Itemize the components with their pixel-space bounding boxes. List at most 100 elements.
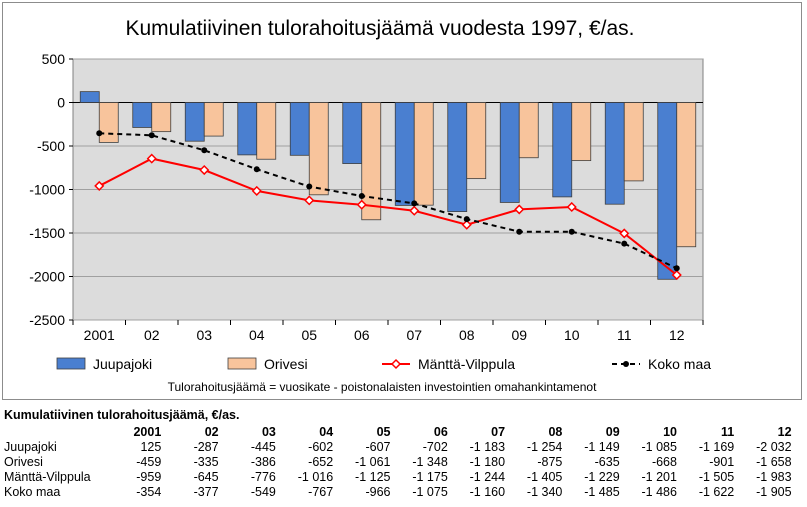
- table-cell: -354: [136, 485, 162, 499]
- table-cell: -959: [136, 470, 162, 484]
- bar-orivesi: [413, 102, 434, 206]
- table-header-cell: 03: [261, 425, 276, 439]
- bar-juupajoki: [657, 102, 678, 280]
- point-diamond: [146, 153, 157, 164]
- x-tick-label: 2001: [84, 327, 115, 343]
- bar-orivesi: [256, 102, 277, 160]
- table-row: Juupajoki 125 -287 -445 -602 -607 -702 -1 183 -1…: [4, 440, 792, 455]
- x-tick-label: 08: [459, 327, 475, 343]
- table-cell: -1 229: [584, 470, 620, 484]
- table-cell: -776: [250, 470, 276, 484]
- table-cell: -1 622: [698, 485, 735, 499]
- y-tick-label: -1500: [29, 225, 65, 241]
- y-tick-label: 0: [57, 95, 65, 111]
- table-row-label: Mänttä-Vilppula: [4, 470, 91, 484]
- table-row-label: Juupajoki: [4, 440, 57, 454]
- x-tick-label: 12: [669, 327, 685, 343]
- x-tick-label: 09: [511, 327, 527, 343]
- legend-marker: [623, 361, 629, 367]
- bar-orivesi: [518, 102, 539, 159]
- table-row-label: Orivesi: [4, 455, 43, 469]
- table-cell: -549: [250, 485, 276, 499]
- point-circle: [358, 193, 365, 200]
- table-cell: -1 175: [412, 470, 448, 484]
- legend-label: Juupajoki: [93, 356, 152, 372]
- table-cell: -459: [136, 455, 162, 469]
- table-cell: -1 340: [526, 485, 563, 499]
- table-cell: -1 658: [756, 455, 792, 469]
- table-cell: -1 160: [469, 485, 506, 499]
- table-title: Kumulatiivinen tulorahoitusjäämä, €/as.: [4, 408, 240, 422]
- table-cell: -602: [308, 440, 334, 454]
- table-header-cell: 06: [433, 425, 448, 439]
- bar-orivesi: [466, 102, 487, 180]
- table-row: Koko maa -354 -377 -549 -767 -966 -1 075 -1 160…: [4, 485, 792, 500]
- x-tick-label: 06: [354, 327, 370, 343]
- table-cell: -1 485: [584, 485, 620, 499]
- x-tick-label: 11: [617, 327, 632, 343]
- table-header-cell: 02: [204, 425, 219, 439]
- legend-marker: [390, 358, 402, 370]
- legend-label: Koko maa: [648, 356, 711, 372]
- legend-label: Orivesi: [264, 356, 308, 372]
- table-cell: -386: [250, 455, 276, 469]
- table-cell: -1 125: [355, 470, 391, 484]
- table-cell: -377: [193, 485, 219, 499]
- table-cell: -1 254: [526, 440, 563, 454]
- point-diamond: [356, 199, 367, 210]
- bar-orivesi: [361, 102, 382, 221]
- table-cell: -1 149: [584, 440, 620, 454]
- point-diamond: [94, 180, 105, 191]
- table-header-cell: 07: [491, 425, 506, 439]
- table-cell: -335: [193, 455, 219, 469]
- point-diamond: [566, 201, 577, 213]
- plot-area: 500 0 -500 -1000 -1500 -2000 -2500 2001 02 03 04 05…: [29, 51, 711, 372]
- point-diamond: [514, 204, 525, 215]
- table-cell: -1 505: [698, 470, 735, 484]
- bar-orivesi: [623, 102, 644, 182]
- bar-orivesi: [151, 102, 172, 133]
- table-cell: -645: [193, 470, 219, 484]
- bar-juupajoki: [289, 102, 310, 156]
- point-diamond: [461, 219, 472, 230]
- table-cell: 125: [140, 440, 162, 454]
- y-tick-label: -500: [37, 138, 65, 154]
- table-cell: -1 085: [641, 440, 677, 454]
- legend-swatch: [227, 357, 257, 370]
- y-tick-label: -1000: [29, 182, 65, 198]
- point-diamond: [251, 185, 262, 196]
- bar-juupajoki: [604, 102, 625, 205]
- table-header-row: 2001 02 03 04 05 06 07 08 09 10 11 12: [4, 425, 792, 440]
- table-cell: -607: [365, 440, 391, 454]
- x-tick-label: 03: [196, 327, 212, 343]
- chart-footnote: Tulorahoitusjäämä = vuosikate - poistona…: [168, 380, 597, 394]
- table-cell: -1 486: [641, 485, 677, 499]
- table-header-cell: 05: [376, 425, 391, 439]
- point-circle: [201, 147, 208, 154]
- table-cell: -635: [594, 455, 620, 469]
- table-header-cell: 12: [777, 425, 792, 439]
- legend-swatch: [56, 357, 86, 370]
- x-tick-label: 07: [406, 327, 422, 343]
- table-cell: -702: [422, 440, 448, 454]
- point-circle: [463, 216, 470, 223]
- point-circle: [148, 132, 155, 139]
- bar-juupajoki: [184, 102, 205, 142]
- point-circle: [253, 166, 260, 173]
- bar-juupajoki: [342, 102, 363, 164]
- bar-juupajoki: [447, 102, 468, 212]
- table-cell: -1 201: [641, 470, 677, 484]
- table-cell: -287: [193, 440, 219, 454]
- bar-juupajoki: [132, 102, 153, 128]
- point-diamond: [409, 205, 420, 216]
- bar-orivesi: [203, 102, 224, 137]
- table-cell: -652: [308, 455, 334, 469]
- bar-orivesi: [571, 102, 592, 162]
- table-cell: -875: [537, 455, 563, 469]
- table-cell: -1 183: [469, 440, 506, 454]
- y-tick-label: -2000: [29, 269, 65, 285]
- table-cell: -1 905: [756, 485, 792, 499]
- table-cell: -966: [365, 485, 391, 499]
- bar-orivesi: [308, 102, 329, 196]
- table-header-cell: 08: [548, 425, 563, 439]
